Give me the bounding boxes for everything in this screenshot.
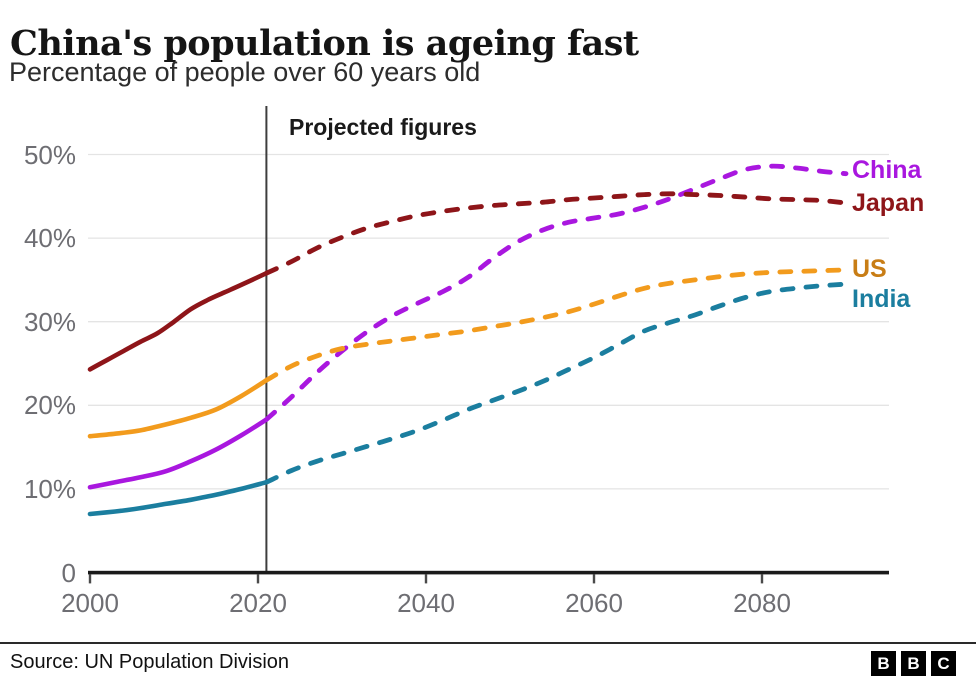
bbc-logo-block-b2: B	[901, 651, 926, 676]
x-tick-label-2040: 2040	[397, 588, 455, 618]
x-tick-mark-2020	[256, 574, 260, 584]
series-line-dashed-japan	[264, 191, 849, 276]
x-tick-label-2060: 2060	[565, 588, 623, 618]
series-label-india: India	[852, 285, 911, 313]
y-tick-label-50: 50%	[23, 139, 76, 170]
x-tick-label-2000: 2000	[61, 588, 119, 618]
series-label-china: China	[852, 156, 922, 184]
x-tick-mark-2060	[592, 574, 596, 584]
line-chart-canvas	[87, 106, 889, 584]
chart-subtitle: Percentage of people over 60 years old	[9, 57, 481, 87]
series-line-solid-us	[87, 377, 269, 439]
bbc-logo-block-b1: B	[871, 651, 896, 676]
page-title: China's population is ageing fast	[10, 23, 639, 65]
source-attribution: Source: UN Population Division	[10, 651, 290, 673]
series-line-dashed-india	[264, 281, 849, 485]
x-tick-label-2080: 2080	[733, 588, 791, 618]
x-tick-label-2020: 2020	[229, 588, 287, 618]
bbc-logo-block-c: C	[931, 651, 956, 676]
projected-figures-annotation: Projected figures	[289, 114, 477, 140]
y-tick-label-0: 0	[61, 557, 76, 588]
y-tick-label-10: 10%	[23, 473, 76, 504]
x-tick-mark-2040	[424, 574, 428, 584]
y-tick-label-30: 30%	[23, 306, 76, 337]
y-tick-label-40: 40%	[23, 223, 76, 254]
y-tick-label-20: 20%	[23, 390, 76, 421]
x-tick-mark-2000	[88, 574, 92, 584]
series-line-solid-india	[87, 479, 269, 517]
series-line-solid-japan	[87, 270, 269, 372]
series-line-solid-china	[87, 417, 269, 490]
x-axis-line	[88, 570, 889, 575]
series-label-japan: Japan	[852, 189, 925, 217]
bbc-logo: B B C	[871, 651, 956, 676]
series-line-dashed-us	[264, 267, 849, 383]
series-line-dashed-china	[264, 163, 849, 422]
x-tick-mark-2080	[760, 574, 764, 584]
footer-divider	[0, 642, 976, 644]
series-label-us: US	[852, 255, 887, 283]
